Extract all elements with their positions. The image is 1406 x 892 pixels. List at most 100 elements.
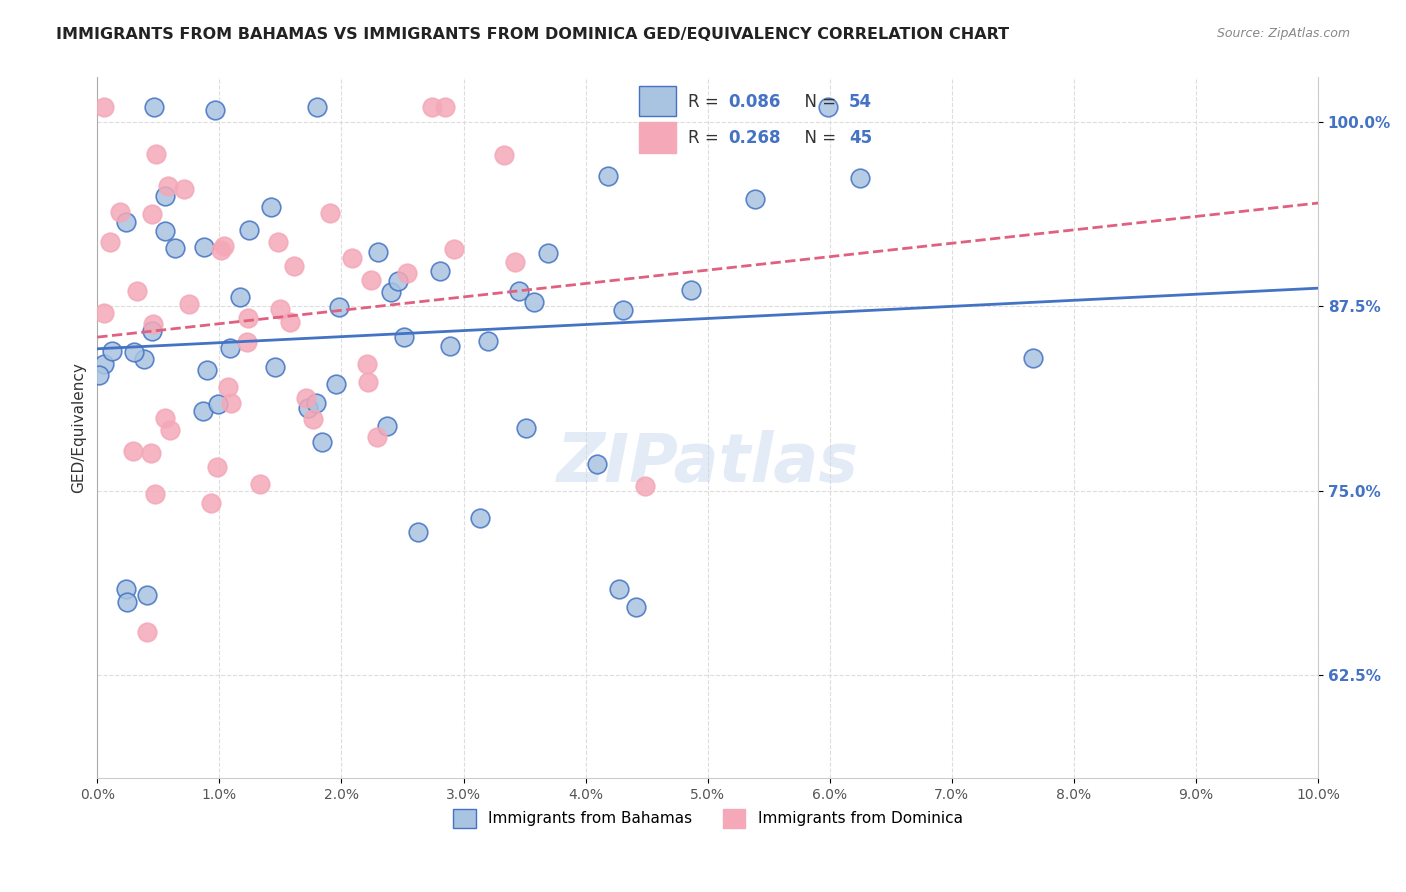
Point <box>217 380 239 394</box>
Point <box>269 301 291 316</box>
Point <box>585 458 607 472</box>
Point <box>204 103 226 117</box>
Point <box>193 239 215 253</box>
Point <box>429 264 451 278</box>
Point <box>328 300 350 314</box>
Point <box>153 188 176 202</box>
Legend: Immigrants from Bahamas, Immigrants from Dominica: Immigrants from Bahamas, Immigrants from… <box>447 803 969 834</box>
Point <box>136 624 159 639</box>
Point <box>536 246 558 260</box>
Point <box>311 434 333 449</box>
Point <box>200 496 222 510</box>
Point <box>367 245 389 260</box>
Point <box>360 273 382 287</box>
Point <box>503 255 526 269</box>
Point <box>93 357 115 371</box>
Point <box>515 421 537 435</box>
Point <box>114 215 136 229</box>
Point <box>392 329 415 343</box>
FancyBboxPatch shape <box>638 122 676 153</box>
Point <box>98 235 121 249</box>
Point <box>235 334 257 349</box>
Point <box>318 206 340 220</box>
Point <box>207 397 229 411</box>
Point <box>375 419 398 434</box>
Point <box>87 368 110 383</box>
Point <box>249 477 271 491</box>
Point <box>468 511 491 525</box>
Point <box>305 100 328 114</box>
Text: R =: R = <box>689 129 724 147</box>
Point <box>122 444 145 458</box>
Text: 45: 45 <box>849 129 872 147</box>
Point <box>238 222 260 236</box>
Point <box>136 588 159 602</box>
Point <box>207 460 229 475</box>
Point <box>141 446 163 460</box>
Point <box>340 251 363 265</box>
Text: N =: N = <box>793 129 841 147</box>
Point <box>356 358 378 372</box>
Point <box>522 294 544 309</box>
Point <box>134 352 156 367</box>
Text: Source: ZipAtlas.com: Source: ZipAtlas.com <box>1216 27 1350 40</box>
Point <box>93 100 115 114</box>
Point <box>191 404 214 418</box>
Point <box>420 100 443 114</box>
Point <box>165 241 187 255</box>
Point <box>229 290 252 304</box>
Point <box>283 260 305 274</box>
Point <box>115 582 138 597</box>
Point <box>211 243 233 257</box>
Point <box>145 147 167 161</box>
Point <box>679 283 702 297</box>
Point <box>218 341 240 355</box>
Point <box>624 599 647 614</box>
FancyBboxPatch shape <box>638 87 676 116</box>
Point <box>142 100 165 114</box>
Point <box>156 179 179 194</box>
Text: 0.086: 0.086 <box>728 94 780 112</box>
Point <box>141 207 163 221</box>
Point <box>302 412 325 426</box>
Text: 54: 54 <box>849 94 872 112</box>
Point <box>396 266 419 280</box>
Point <box>278 315 301 329</box>
Point <box>155 411 177 425</box>
Point <box>159 423 181 437</box>
Text: IMMIGRANTS FROM BAHAMAS VS IMMIGRANTS FROM DOMINICA GED/EQUIVALENCY CORRELATION : IMMIGRANTS FROM BAHAMAS VS IMMIGRANTS FR… <box>56 27 1010 42</box>
Point <box>238 311 260 326</box>
Point <box>264 359 287 374</box>
Point <box>387 275 409 289</box>
Point <box>439 339 461 353</box>
Text: ZIPatlas: ZIPatlas <box>557 430 859 496</box>
Point <box>508 284 530 298</box>
Point <box>366 430 388 444</box>
Point <box>108 204 131 219</box>
Point <box>817 100 839 114</box>
Point <box>267 235 290 249</box>
Y-axis label: GED/Equivalency: GED/Equivalency <box>72 362 86 493</box>
Point <box>434 100 457 114</box>
Point <box>141 324 163 338</box>
Point <box>93 306 115 320</box>
Point <box>294 392 316 406</box>
Point <box>297 401 319 416</box>
Point <box>477 334 499 348</box>
Point <box>380 285 402 300</box>
Point <box>173 182 195 196</box>
Text: N =: N = <box>793 94 841 112</box>
Point <box>142 317 165 331</box>
Point <box>612 302 634 317</box>
Point <box>598 169 620 184</box>
Point <box>101 343 124 358</box>
Point <box>325 376 347 391</box>
Point <box>125 284 148 298</box>
Point <box>406 525 429 540</box>
Point <box>117 595 139 609</box>
Point <box>634 479 657 493</box>
Point <box>494 147 516 161</box>
Point <box>443 242 465 256</box>
Point <box>179 297 201 311</box>
Text: R =: R = <box>689 94 724 112</box>
